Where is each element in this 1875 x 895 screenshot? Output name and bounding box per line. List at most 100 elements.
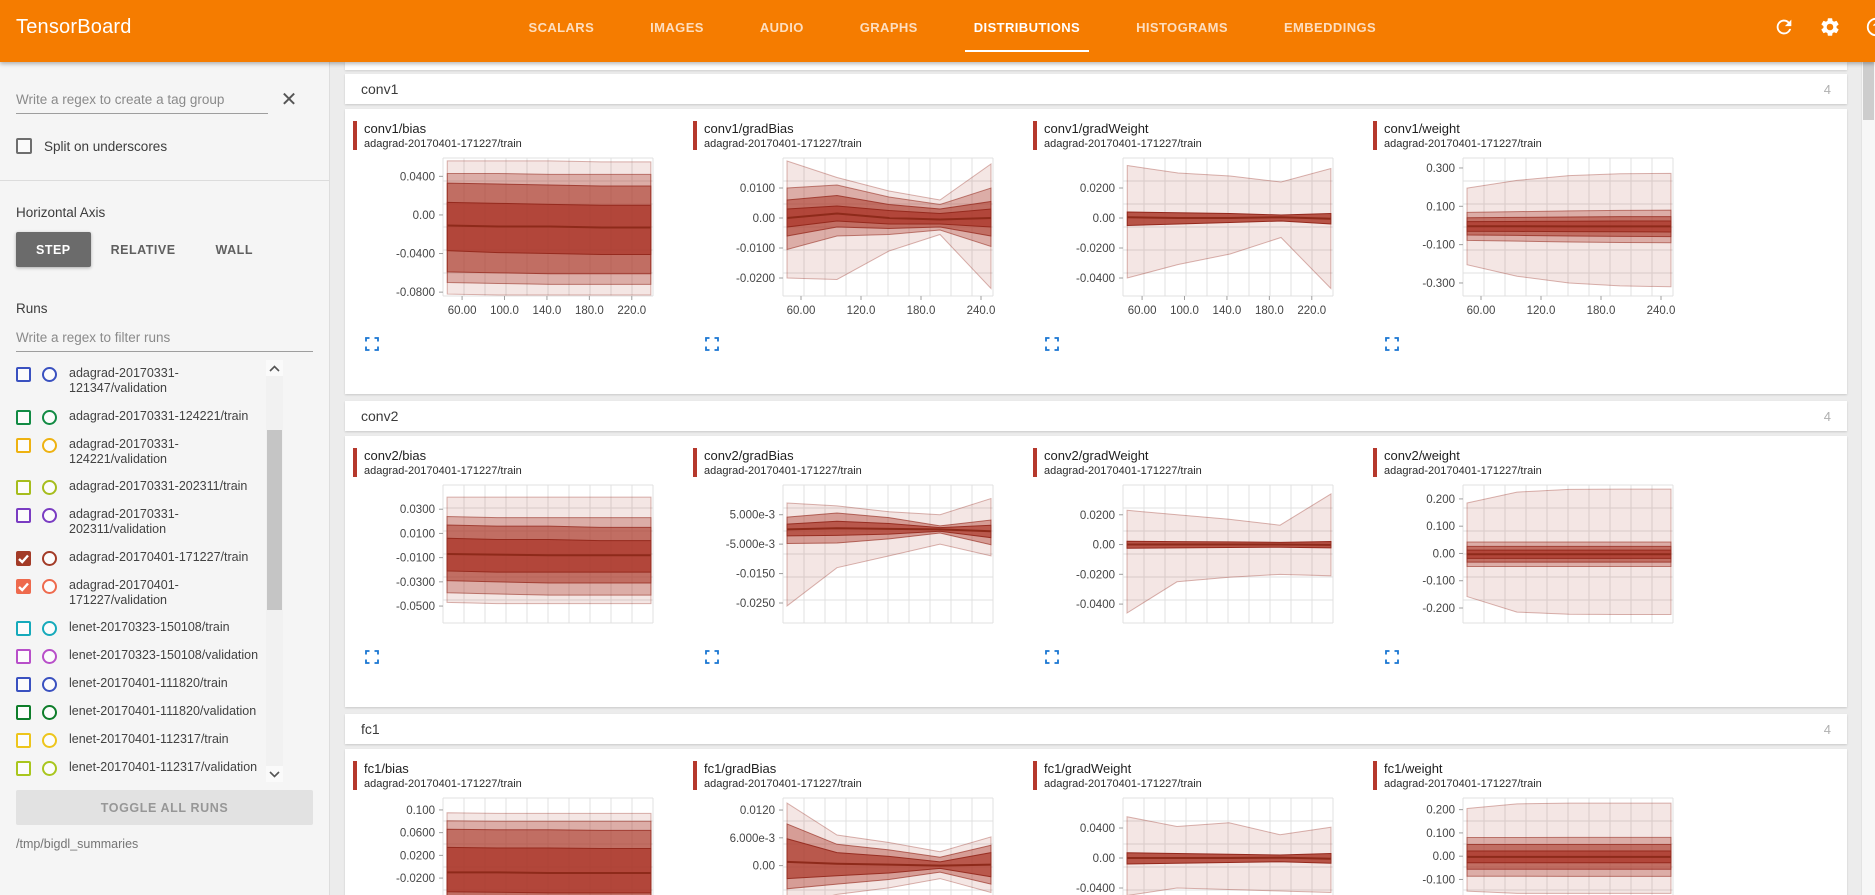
expand-chart-button[interactable] <box>365 337 379 354</box>
split-underscores-checkbox[interactable] <box>16 138 32 154</box>
run-row[interactable]: adagrad-20170331-121347/validation <box>16 360 261 403</box>
run-checkbox[interactable] <box>16 550 31 566</box>
svg-text:220.0: 220.0 <box>1297 305 1326 317</box>
run-isolator-radio[interactable] <box>42 550 57 566</box>
expand-chart-button[interactable] <box>1045 337 1059 354</box>
tab-scalars[interactable]: SCALARS <box>528 19 595 35</box>
run-isolator-radio[interactable] <box>42 367 57 382</box>
svg-text:-0.100: -0.100 <box>1422 874 1455 886</box>
run-checkbox[interactable] <box>16 621 31 636</box>
axis-button-step[interactable]: STEP <box>16 232 91 267</box>
expand-chart-button[interactable] <box>1385 337 1399 354</box>
section-header-fc1[interactable]: fc1 4 <box>345 714 1847 744</box>
run-isolator-radio[interactable] <box>42 649 57 664</box>
run-row[interactable]: lenet-20170401-111820/validation <box>16 698 261 726</box>
run-row[interactable]: adagrad-20170331-124221/train <box>16 403 261 431</box>
tab-histograms[interactable]: HISTOGRAMS <box>1136 19 1228 35</box>
chart-card: conv1/bias adagrad-20170401-171227/train 0… <box>345 121 685 354</box>
svg-text:-0.0100: -0.0100 <box>396 553 435 565</box>
runs-scrollbar[interactable] <box>266 360 283 782</box>
svg-text:0.100: 0.100 <box>406 805 435 817</box>
run-checkbox[interactable] <box>16 409 31 425</box>
run-row[interactable]: adagrad-20170331-124221/validation <box>16 431 261 474</box>
chart-title: fc1/gradWeight <box>1044 761 1132 776</box>
run-checkbox[interactable] <box>16 480 31 495</box>
run-row[interactable]: adagrad-20170401-171227/validation <box>16 572 261 615</box>
run-isolator-radio[interactable] <box>42 733 57 748</box>
help-icon[interactable]: ? <box>1865 16 1875 38</box>
run-isolator-radio[interactable] <box>42 578 57 594</box>
tab-audio[interactable]: AUDIO <box>759 19 804 35</box>
run-isolator-radio[interactable] <box>42 621 57 636</box>
chart-title-block: fc1/gradWeight adagrad-20170401-171227/tr… <box>1044 761 1202 790</box>
distribution-plot: 0.0120 6.000e-3 0.00 <box>730 797 994 895</box>
runs-scroll-thumb[interactable] <box>267 430 282 610</box>
run-isolator-radio[interactable] <box>42 409 57 425</box>
main-scroll-thumb[interactable] <box>1863 62 1874 120</box>
close-icon[interactable]: ✕ <box>280 89 298 111</box>
run-isolator-radio[interactable] <box>42 761 57 776</box>
run-row[interactable]: adagrad-20170401-171227/train <box>16 544 261 572</box>
svg-text:0.100: 0.100 <box>1426 521 1455 533</box>
distribution-plot: 0.0200 0.00 -0.0200 -0.0400 <box>1076 484 1334 624</box>
run-checkbox[interactable] <box>16 367 31 382</box>
run-isolator-radio[interactable] <box>42 437 57 453</box>
settings-icon[interactable] <box>1819 16 1841 38</box>
tab-embeddings[interactable]: EMBEDDINGS <box>1283 19 1377 35</box>
section-header-conv1[interactable]: conv1 4 <box>345 74 1847 104</box>
chart-title-row: conv2/bias adagrad-20170401-171227/train <box>353 448 685 477</box>
runs-filter-input[interactable] <box>16 326 313 352</box>
tag-regex-input[interactable] <box>16 88 268 114</box>
run-color-chip <box>693 121 697 150</box>
expand-chart-button[interactable] <box>1045 650 1059 667</box>
toggle-all-runs-button[interactable]: TOGGLE ALL RUNS <box>16 790 313 825</box>
axis-button-relative[interactable]: RELATIVE <box>91 232 196 267</box>
run-checkbox[interactable] <box>16 761 31 776</box>
run-checkbox[interactable] <box>16 578 31 594</box>
run-row[interactable]: lenet-20170401-111820/train <box>16 670 261 698</box>
chart-title-block: conv1/weight adagrad-20170401-171227/trai… <box>1384 121 1542 150</box>
run-isolator-radio[interactable] <box>42 508 57 523</box>
run-isolator-radio[interactable] <box>42 705 57 720</box>
tab-graphs[interactable]: GRAPHS <box>859 19 918 35</box>
section-header-conv2[interactable]: conv2 4 <box>345 401 1847 431</box>
scroll-down-icon[interactable] <box>266 766 283 782</box>
run-checkbox[interactable] <box>16 437 31 453</box>
run-row[interactable]: adagrad-20170331-202311/validation <box>16 501 261 544</box>
section-chart-count: 4 <box>1823 408 1831 424</box>
run-checkbox[interactable] <box>16 649 31 664</box>
run-checkbox[interactable] <box>16 508 31 523</box>
run-checkbox[interactable] <box>16 733 31 748</box>
content-area: ✕ Split on underscores Horizontal Axis S… <box>0 62 1875 895</box>
expand-chart-button[interactable] <box>705 337 719 354</box>
log-directory-path: /tmp/bigdl_summaries <box>16 837 139 851</box>
split-underscores-row[interactable]: Split on underscores <box>16 138 313 154</box>
fullscreen-icon <box>1045 337 1059 351</box>
expand-chart-button[interactable] <box>365 650 379 667</box>
run-row[interactable]: lenet-20170323-150108/validation <box>16 642 261 670</box>
scroll-up-icon[interactable] <box>266 360 283 376</box>
distribution-plot: 0.200 0.100 0.00 -0.100 <box>1422 797 1674 895</box>
expand-chart-button[interactable] <box>705 650 719 667</box>
tab-images[interactable]: IMAGES <box>650 19 704 35</box>
run-row[interactable]: lenet-20170401-112317/train <box>16 726 261 754</box>
run-isolator-radio[interactable] <box>42 480 57 495</box>
run-row[interactable]: lenet-20170323-150108/train <box>16 614 261 642</box>
chart-title-block: conv1/bias adagrad-20170401-171227/train <box>364 121 522 150</box>
run-isolator-radio[interactable] <box>42 677 57 692</box>
refresh-icon[interactable] <box>1773 16 1795 38</box>
main-scrollbar[interactable] <box>1861 62 1875 895</box>
expand-chart-button[interactable] <box>1385 650 1399 667</box>
runs-filter-row <box>16 326 313 352</box>
svg-text:180.0: 180.0 <box>1587 305 1616 317</box>
run-checkbox[interactable] <box>16 705 31 720</box>
run-checkbox[interactable] <box>16 677 31 692</box>
svg-text:0.00: 0.00 <box>1093 853 1115 865</box>
run-row[interactable]: adagrad-20170331-202311/train <box>16 473 261 501</box>
svg-text:0.0200: 0.0200 <box>1080 510 1115 522</box>
axis-button-wall[interactable]: WALL <box>196 232 273 267</box>
svg-text:0.0100: 0.0100 <box>400 528 435 540</box>
tab-distributions[interactable]: DISTRIBUTIONS <box>964 0 1090 54</box>
run-row[interactable]: lenet-20170401-112317/validation <box>16 754 261 782</box>
